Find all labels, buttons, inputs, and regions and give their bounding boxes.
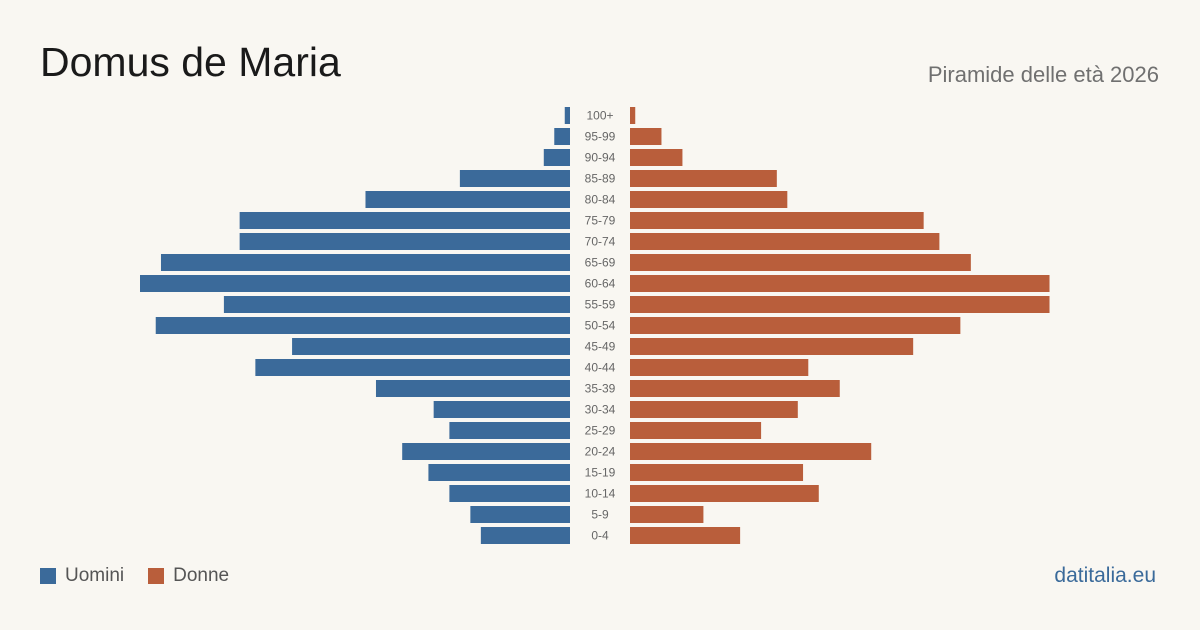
bar-women-55-59 xyxy=(630,296,1050,313)
bar-women-60-64 xyxy=(630,275,1050,292)
bar-men-45-49 xyxy=(292,338,570,355)
age-label-75-79: 75-79 xyxy=(585,214,616,228)
bar-men-55-59 xyxy=(223,296,570,313)
brand-link[interactable]: datitalia.eu xyxy=(1054,564,1156,587)
bar-men-75-79 xyxy=(239,212,570,229)
age-label-20-24: 20-24 xyxy=(585,445,616,459)
bar-women-5-9 xyxy=(630,506,704,523)
bar-women-95-99 xyxy=(630,128,662,145)
bar-women-75-79 xyxy=(630,212,924,229)
bar-women-85-89 xyxy=(630,170,777,187)
chart-title: Domus de Maria xyxy=(40,39,341,85)
bar-men-40-44 xyxy=(255,359,571,376)
age-label-70-74: 70-74 xyxy=(585,235,616,249)
bar-men-15-19 xyxy=(428,464,570,481)
bar-women-40-44 xyxy=(630,359,809,376)
legend-label-women: Donne xyxy=(173,565,230,586)
bar-women-80-84 xyxy=(630,191,788,208)
legend-swatch-men xyxy=(40,568,56,584)
bar-women-90-94 xyxy=(630,149,683,166)
age-label-80-84: 80-84 xyxy=(585,193,616,207)
age-label-5-9: 5-9 xyxy=(591,508,609,522)
bar-men-5-9 xyxy=(470,506,570,523)
bar-men-60-64 xyxy=(140,275,570,292)
age-label-90-94: 90-94 xyxy=(585,151,616,165)
age-label-55-59: 55-59 xyxy=(585,298,616,312)
bar-women-50-54 xyxy=(630,317,961,334)
bar-women-0-4 xyxy=(630,527,741,544)
bar-men-10-14 xyxy=(449,485,570,502)
bar-women-10-14 xyxy=(630,485,819,502)
age-label-100+: 100+ xyxy=(586,109,613,123)
age-label-50-54: 50-54 xyxy=(585,319,616,333)
bar-men-25-29 xyxy=(449,422,570,439)
age-label-85-89: 85-89 xyxy=(585,172,616,186)
bar-women-45-49 xyxy=(630,338,914,355)
legend-swatch-women xyxy=(148,568,165,584)
bar-men-100+ xyxy=(564,107,570,124)
bar-men-20-24 xyxy=(402,443,570,460)
age-label-0-4: 0-4 xyxy=(591,529,609,543)
bar-men-70-74 xyxy=(239,233,570,250)
bar-women-100+ xyxy=(630,107,636,124)
bar-men-30-34 xyxy=(433,401,570,418)
bar-women-30-34 xyxy=(630,401,798,418)
bar-women-70-74 xyxy=(630,233,940,250)
bar-men-50-54 xyxy=(155,317,571,334)
age-label-60-64: 60-64 xyxy=(585,277,616,291)
bar-men-85-89 xyxy=(459,170,570,187)
age-label-45-49: 45-49 xyxy=(585,340,616,354)
bar-women-35-39 xyxy=(630,380,840,397)
bar-women-15-19 xyxy=(630,464,804,481)
bar-men-95-99 xyxy=(554,128,570,145)
bar-men-65-69 xyxy=(160,254,570,271)
bar-women-20-24 xyxy=(630,443,872,460)
age-label-10-14: 10-14 xyxy=(585,487,616,501)
bar-men-35-39 xyxy=(375,380,570,397)
bar-men-0-4 xyxy=(480,527,570,544)
age-label-35-39: 35-39 xyxy=(585,382,616,396)
legend: Uomini Donne xyxy=(40,565,253,587)
legend-item-men: Uomini xyxy=(40,565,124,587)
bar-women-25-29 xyxy=(630,422,762,439)
legend-label-men: Uomini xyxy=(65,565,125,586)
age-label-25-29: 25-29 xyxy=(585,424,616,438)
age-label-40-44: 40-44 xyxy=(585,361,616,375)
age-label-15-19: 15-19 xyxy=(585,466,616,480)
age-label-65-69: 65-69 xyxy=(585,256,616,270)
bar-women-65-69 xyxy=(630,254,971,271)
age-label-95-99: 95-99 xyxy=(585,130,616,144)
chart-subtitle: Piramide delle età 2026 xyxy=(927,62,1159,87)
bar-men-80-84 xyxy=(365,191,570,208)
age-label-30-34: 30-34 xyxy=(585,403,616,417)
legend-item-women: Donne xyxy=(148,565,229,587)
bar-men-90-94 xyxy=(543,149,570,166)
